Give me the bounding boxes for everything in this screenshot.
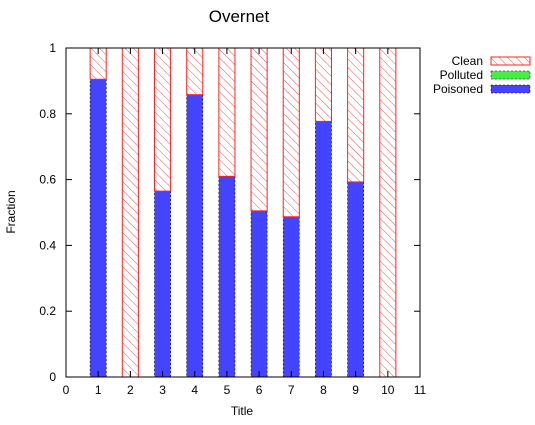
x-tick-label: 7 [288, 383, 295, 397]
y-tick-label: 0 [49, 370, 56, 384]
bar-poisoned [154, 190, 171, 378]
bars [89, 47, 397, 378]
y-tick-label: 0.2 [39, 304, 56, 318]
bar-clean [379, 47, 397, 378]
bar-clean [186, 47, 204, 96]
bar-poisoned [347, 181, 364, 378]
y-tick-label: 0.4 [39, 238, 56, 252]
x-tick-label: 10 [381, 383, 395, 397]
x-tick-label: 0 [63, 383, 70, 397]
chart-title: Overnet [209, 7, 270, 26]
legend-swatch-polluted [490, 70, 531, 80]
bar-poisoned [250, 210, 268, 378]
x-tick-label: 1 [95, 383, 102, 397]
plot-frame [65, 47, 421, 378]
legend-label-clean: Clean [452, 54, 483, 68]
legend-label-poisoned: Poisoned [433, 82, 483, 96]
legend-swatch-poisoned [490, 84, 531, 94]
y-tick-label: 0.8 [39, 107, 56, 121]
legend-swatch-clean [490, 56, 531, 66]
x-tick-label: 4 [191, 383, 198, 397]
y-tick-label: 0.6 [39, 173, 56, 187]
bar-poisoned [315, 121, 332, 378]
bar-clean [347, 47, 365, 183]
bar-clean [282, 47, 300, 218]
x-tick-label: 5 [224, 383, 231, 397]
x-tick-label: 8 [320, 383, 327, 397]
x-tick-label: 11 [414, 383, 427, 397]
bar-clean [218, 47, 236, 177]
x-tick-label: 3 [159, 383, 166, 397]
bar-poisoned [282, 216, 300, 378]
x-tick-label: 9 [352, 383, 359, 397]
x-tick-label: 2 [127, 383, 134, 397]
y-axis-label: Fraction [4, 190, 18, 233]
bar-clean [154, 47, 172, 192]
x-tick-label: 6 [256, 383, 263, 397]
bar-poisoned [89, 78, 107, 378]
x-axis-label: Title [231, 404, 254, 418]
y-tick-label: 1 [49, 41, 56, 55]
bar-poisoned [186, 94, 204, 378]
axis-ticks: 0 1 2 3 4 5 6 7 8 9 10 11 0 0.2 0.4 0.6 0.8 1 [39, 41, 426, 397]
bar-clean [250, 47, 268, 212]
bar-clean [121, 47, 139, 378]
bar-clean [314, 47, 332, 122]
legend-label-polluted: Polluted [440, 68, 483, 82]
bar-poisoned [218, 176, 236, 378]
